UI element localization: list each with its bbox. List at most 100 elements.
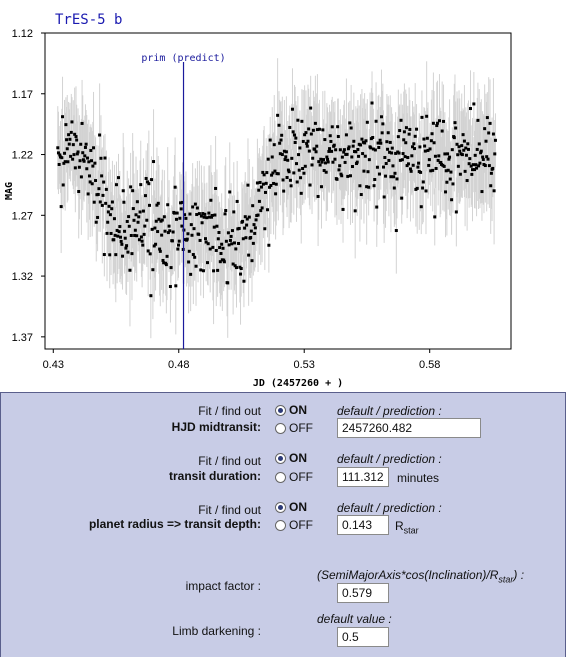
data-point	[303, 164, 307, 168]
data-point	[90, 159, 94, 163]
data-point	[301, 139, 305, 143]
impact-input[interactable]	[337, 583, 389, 603]
data-point	[489, 184, 493, 188]
radius-unit: Rstar	[395, 519, 419, 536]
data-point	[75, 152, 79, 156]
data-point	[334, 148, 338, 152]
data-point	[160, 218, 164, 222]
data-point	[198, 238, 202, 242]
data-point	[475, 147, 479, 151]
data-point	[309, 132, 313, 136]
data-point	[184, 216, 188, 220]
data-point	[454, 210, 458, 214]
limb-input[interactable]	[337, 627, 389, 647]
data-point	[229, 234, 233, 238]
data-point	[295, 162, 299, 166]
x-tick-label: 0.58	[419, 359, 440, 371]
data-point	[492, 189, 496, 193]
data-point	[450, 198, 454, 202]
data-point	[91, 164, 95, 168]
data-point	[255, 181, 259, 185]
radio-off-radius[interactable]: OFF	[275, 518, 313, 532]
data-point	[79, 175, 83, 179]
data-point	[180, 224, 184, 228]
data-point	[73, 166, 77, 170]
data-point	[460, 144, 464, 148]
data-point	[139, 235, 143, 239]
data-point	[73, 132, 77, 136]
data-point	[420, 115, 424, 119]
data-point	[199, 214, 203, 218]
data-point	[483, 127, 487, 131]
data-point	[446, 152, 450, 156]
data-point	[471, 163, 475, 167]
data-point	[298, 146, 302, 150]
data-point	[396, 135, 400, 139]
data-point	[463, 169, 467, 173]
data-point	[203, 237, 207, 241]
data-point	[328, 134, 332, 138]
data-point	[388, 150, 392, 154]
radio-on-duration[interactable]: ON	[275, 451, 307, 465]
radio-off-indicator	[275, 423, 286, 435]
data-point	[279, 138, 283, 142]
data-point	[466, 142, 470, 146]
data-point	[260, 206, 264, 210]
data-point	[479, 151, 483, 155]
x-tick-label: 0.53	[294, 359, 315, 371]
radio-off-duration[interactable]: OFF	[275, 470, 313, 484]
impact-label: impact factor :	[185, 579, 261, 593]
radio-on-midtransit[interactable]: ON	[275, 403, 307, 417]
radius-input[interactable]	[337, 515, 389, 535]
data-point	[439, 161, 443, 165]
data-point	[58, 153, 62, 157]
data-point	[129, 233, 133, 237]
midtransit-input[interactable]	[337, 418, 481, 438]
data-point	[266, 157, 270, 161]
data-point	[201, 212, 205, 216]
data-point	[448, 177, 452, 181]
data-point	[282, 149, 286, 153]
data-point	[483, 164, 487, 168]
data-point	[379, 115, 383, 119]
data-point	[127, 224, 131, 228]
data-point	[384, 174, 388, 178]
fit-label-duration: Fit / find out	[198, 454, 261, 468]
data-point	[470, 172, 474, 176]
data-point	[402, 130, 406, 134]
data-point	[398, 158, 402, 162]
data-point	[457, 145, 461, 149]
data-point	[462, 139, 466, 143]
data-point	[93, 161, 97, 165]
duration-input[interactable]	[337, 467, 389, 487]
error-bars	[57, 58, 496, 339]
data-point	[189, 223, 193, 227]
data-point	[421, 186, 425, 190]
data-point	[330, 149, 334, 153]
data-point	[230, 242, 234, 246]
data-point	[307, 127, 311, 131]
radio-on-indicator	[275, 453, 286, 465]
plot-frame	[44, 32, 512, 350]
data-point	[361, 152, 365, 156]
data-point	[426, 148, 430, 152]
data-point	[484, 139, 488, 143]
data-point	[146, 249, 150, 253]
data-point	[265, 171, 269, 175]
data-point	[189, 272, 193, 276]
data-point	[102, 253, 106, 257]
data-point	[327, 149, 331, 153]
data-point	[125, 219, 129, 223]
data-point	[323, 138, 327, 142]
data-point	[202, 215, 206, 219]
data-point	[117, 230, 121, 234]
radio-on-radius[interactable]: ON	[275, 500, 307, 514]
data-point	[311, 156, 315, 160]
radio-off-midtransit[interactable]: OFF	[275, 421, 313, 435]
data-point	[115, 228, 119, 232]
data-point	[371, 135, 375, 139]
data-point	[407, 132, 411, 136]
data-point	[143, 224, 147, 228]
data-point	[325, 155, 329, 159]
data-point	[77, 190, 81, 194]
